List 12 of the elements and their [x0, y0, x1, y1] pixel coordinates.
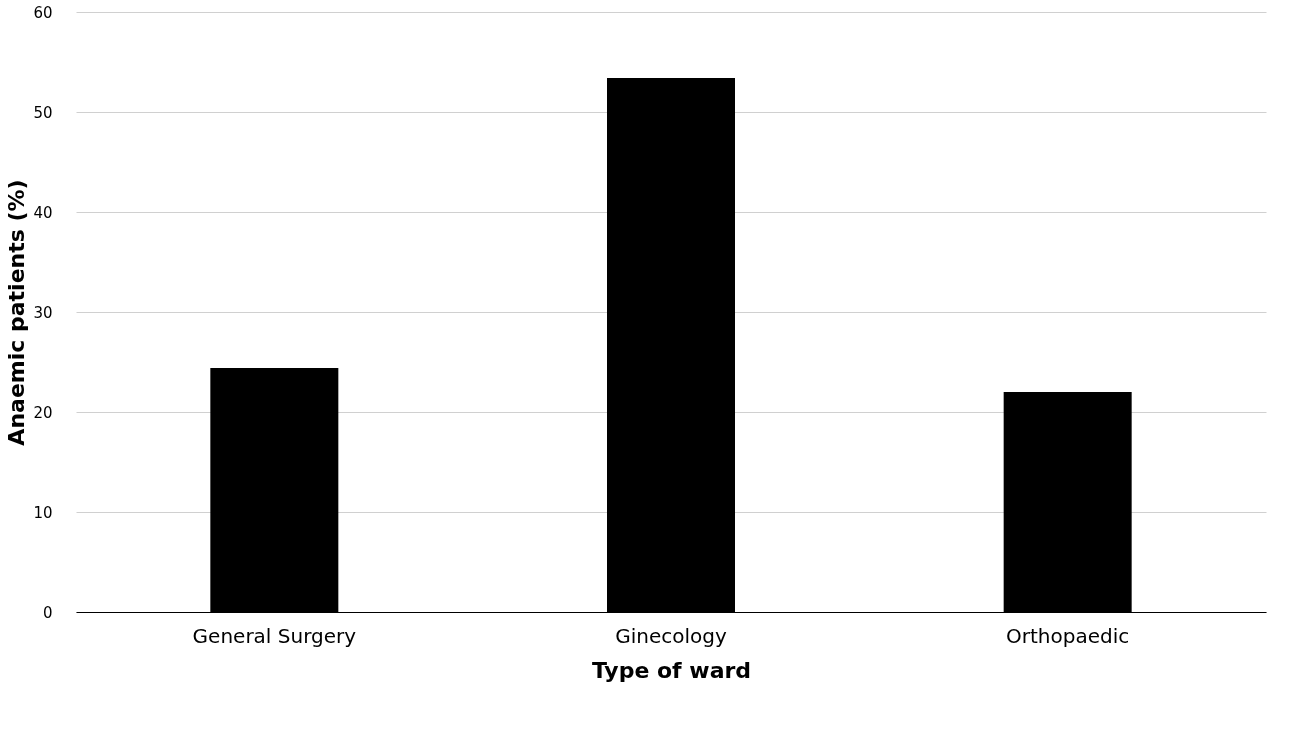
y-tick-label: 10 [33, 503, 53, 522]
y-axis-title: Anaemic patients (%) [4, 179, 30, 446]
y-tick-label: 0 [42, 603, 53, 622]
y-tick-label: 20 [33, 403, 53, 422]
y-tick-label: 60 [33, 3, 53, 22]
x-tick-label: General Surgery [192, 623, 357, 648]
y-tick-label: 40 [33, 203, 53, 222]
x-tick-label: Orthopaedic [1006, 623, 1130, 648]
y-tick-label: 50 [33, 103, 53, 122]
y-tick-label: 30 [33, 303, 53, 322]
x-tick-label: Ginecology [615, 623, 727, 648]
x-axis-title: Type of ward [591, 657, 752, 683]
